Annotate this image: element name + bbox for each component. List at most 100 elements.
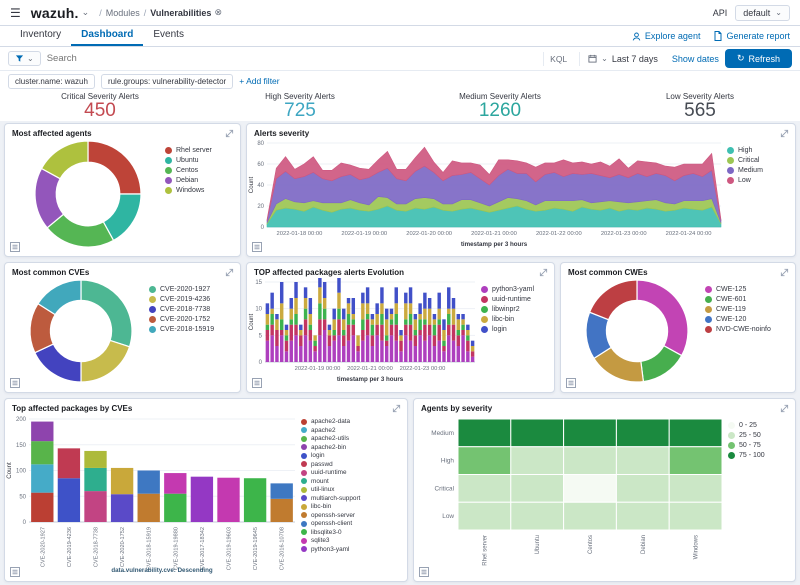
expand-icon[interactable] [780,404,789,413]
svg-text:Count: Count [248,313,255,330]
expand-icon[interactable] [225,268,234,277]
legend-item[interactable]: login [301,452,360,459]
stat-value[interactable]: 725 [284,99,316,121]
legend-item[interactable]: apache2-data [301,418,360,425]
cwes-donut-chart[interactable] [575,278,699,384]
legend-item[interactable]: Centos [165,167,212,174]
inspect-icon[interactable] [252,242,262,252]
legend-item[interactable]: Critical [727,157,763,164]
legend-item[interactable]: CVE-2018-15919 [149,326,214,333]
api-selector[interactable]: default ⌄ [735,4,790,21]
legend-dot [301,427,307,433]
dashboard-panels: Most affected agents Rhel server Ubuntu Ce… [0,121,800,585]
close-icon[interactable]: ⊗ [214,7,222,17]
expand-icon[interactable] [225,129,234,138]
tab-dashboard[interactable]: Dashboard [71,26,144,46]
chevron-down-icon[interactable]: ⌄ [81,7,90,17]
legend-item[interactable]: Debian [165,177,212,184]
stat-value[interactable]: 450 [84,99,116,121]
legend-item[interactable]: High [727,147,763,154]
tab-inventory[interactable]: Inventory [20,29,62,40]
legend-dot [301,478,307,484]
legend-item[interactable]: libsqlite3-0 [301,529,360,536]
legend-item[interactable]: Windows [165,187,212,194]
legend-item[interactable]: python3-yaml [481,286,534,293]
filter-pill-cluster[interactable]: cluster.name: wazuh [8,73,95,89]
panel-title: TOP affected packages alerts Evolution [254,268,404,277]
alerts-severity-area-chart[interactable]: 0 20 40 60 80 2022-01-18 00:00 2022-01-19 00:0… [247,139,725,249]
legend-item[interactable]: 0 - 25 [728,422,765,429]
agents-severity-heatmap[interactable]: Medium High Critical Low Rhel server Ubuntu Ce… [414,414,726,574]
legend-item[interactable]: Low [727,177,763,184]
legend-item[interactable]: 75 - 100 [728,452,765,459]
add-filter-button[interactable]: + Add filter [239,76,280,86]
legend-item[interactable]: CWE-119 [705,306,771,313]
legend-item[interactable]: CVE-2018-7738 [149,306,214,313]
filter-pill-rulegroups[interactable]: rule.groups: vulnerability-detector [100,73,234,89]
legend-item[interactable]: uuid-runtime [301,469,360,476]
date-range-picker[interactable]: ⌄ Last 7 days [579,51,666,66]
legend-item[interactable]: python3-yaml [301,546,360,553]
legend-item[interactable]: 50 - 75 [728,442,765,449]
menu-icon[interactable]: ☰ [10,5,21,20]
agents-donut-chart[interactable] [23,139,153,249]
legend-dot [301,469,307,476]
legend-item[interactable]: libc-bin [301,503,360,510]
legend-item[interactable]: CVE-2020-1752 [149,316,214,323]
inspect-icon[interactable] [419,567,429,577]
legend-item[interactable]: CWE-120 [705,316,771,323]
generate-report-button[interactable]: Generate report [714,31,790,41]
svg-text:50: 50 [19,494,26,500]
legend-item[interactable]: mount [301,478,360,485]
kql-toggle[interactable]: KQL [543,51,573,66]
saved-query-button[interactable]: ⌄ [8,51,41,66]
legend-item[interactable]: util-linux [301,486,360,493]
legend-item[interactable]: multiarch-support [301,495,360,502]
legend-item[interactable]: NVD-CWE-noinfo [705,326,771,333]
legend-item[interactable]: uuid-runtime [481,296,534,303]
legend-item[interactable]: Medium [727,167,763,174]
legend-label: CVE-2018-7738 [160,306,211,313]
tab-events[interactable]: Events [153,29,184,40]
inspect-icon[interactable] [10,242,20,252]
legend-item[interactable]: openssh-server [301,512,360,519]
legend-item[interactable]: sqlite3 [301,537,360,544]
show-dates-button[interactable]: Show dates [671,53,719,64]
search-input[interactable] [46,53,538,64]
expand-icon[interactable] [539,268,548,277]
expand-icon[interactable] [780,129,789,138]
expand-icon[interactable] [392,404,401,413]
legend-item[interactable]: Rhel server [165,147,212,154]
legend-item[interactable]: CWE-125 [705,286,771,293]
expand-icon[interactable] [780,268,789,277]
legend-item[interactable]: 25 - 50 [728,432,765,439]
legend-item[interactable]: passwd [301,461,360,468]
legend-item[interactable]: apache2-bin [301,444,360,451]
refresh-button[interactable]: ↻ Refresh [724,49,792,68]
svg-text:60: 60 [257,162,264,168]
breadcrumb-modules[interactable]: Modules [105,7,140,18]
legend-item[interactable]: openssh-client [301,520,360,527]
legend-item[interactable]: apache2 [301,427,360,434]
inspect-icon[interactable] [10,567,20,577]
evolution-bar-chart[interactable]: 0 5 10 15 2022-01-19 00:00 2022-01-21 00:00 20… [247,278,479,384]
explore-agent-button[interactable]: Explore agent [632,31,700,41]
legend-item[interactable]: libwinpr2 [481,306,534,313]
legend-item[interactable]: apache2-utils [301,435,360,442]
legend-item[interactable]: CVE-2020-1927 [149,286,214,293]
legend-dot [727,157,734,164]
cves-donut-chart[interactable] [19,278,143,384]
inspect-icon[interactable] [252,378,262,388]
legend-item[interactable]: login [481,326,534,333]
legend-dot [481,316,488,323]
packages-bar-chart[interactable]: 0 50 100 150 200 CVE-2020-1927 CVE-2019-4236 CV… [5,414,297,574]
stat-value[interactable]: 565 [684,99,716,121]
legend-item[interactable]: Ubuntu [165,157,212,164]
stat-value[interactable]: 1260 [478,99,522,121]
inspect-icon[interactable] [566,378,576,388]
legend-item[interactable]: libc-bin [481,316,534,323]
wazuh-logo[interactable]: wazuh. [30,4,79,21]
legend-item[interactable]: CVE-2019-4236 [149,296,214,303]
inspect-icon[interactable] [10,378,20,388]
legend-item[interactable]: CWE-601 [705,296,771,303]
